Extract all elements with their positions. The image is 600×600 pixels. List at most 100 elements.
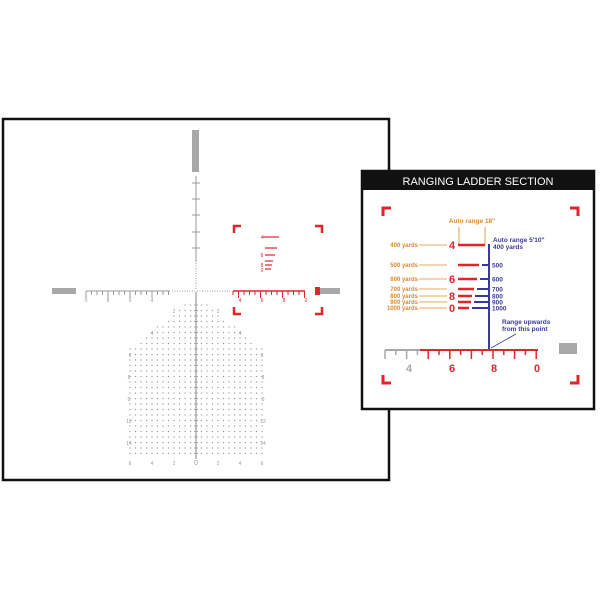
holdover-dot: [233, 342, 236, 345]
vertical-dot: [195, 270, 197, 272]
holdover-dot: [156, 397, 159, 400]
holdover-dot: [140, 381, 142, 383]
holdover-dot: [156, 342, 159, 345]
holdover-dot: [200, 337, 203, 339]
holdover-dot: [244, 370, 247, 372]
holdover-dot: [189, 392, 192, 394]
holdover-dot: [184, 359, 186, 361]
holdover-dot: [134, 359, 137, 361]
holdover-dot: [244, 337, 247, 339]
holdover-dot: [156, 370, 159, 372]
ladder-panel-title-bar: [362, 171, 594, 190]
ladder-corner-top-right: [570, 206, 580, 216]
blue-range-label: 800: [492, 294, 503, 301]
holdover-dot: [233, 381, 236, 383]
holdover-dot: [178, 392, 181, 394]
holdover-dot: [200, 408, 203, 411]
holdover-dot: [228, 348, 230, 350]
holdover-dot: [244, 403, 247, 405]
holdover-dot: [189, 331, 192, 334]
holdover-dot: [167, 441, 170, 444]
holdover-dot: [129, 353, 131, 356]
holdover-dot: [261, 425, 263, 427]
holdover-dot: [151, 430, 153, 433]
vertical-dot: [195, 283, 197, 284]
holdover-dot: [189, 430, 192, 433]
holdover-dot: [233, 408, 236, 411]
grid-bottom-label: 4: [151, 461, 154, 467]
holdover-dot: [206, 359, 208, 361]
holdover-dot: [189, 315, 192, 317]
holdover-dot: [217, 447, 219, 449]
holdover-dot: [178, 337, 181, 339]
holdover-dot: [189, 359, 192, 361]
holdover-dot: [167, 392, 170, 394]
holdover-dot: [129, 359, 131, 361]
holdover-dot: [211, 386, 214, 389]
holdover-dot: [200, 403, 203, 405]
holdover-dot: [239, 392, 241, 394]
holdover-dot: [129, 348, 131, 350]
holdover-dot: [217, 425, 219, 427]
holdover-dot: [134, 381, 137, 383]
holdover-dot: [151, 386, 153, 389]
holdover-dot: [167, 364, 170, 367]
holdover-dot: [173, 403, 175, 405]
holdover-dot: [211, 403, 214, 405]
holdover-dot: [217, 386, 219, 389]
holdover-dot: [255, 414, 258, 416]
holdover-dot: [145, 348, 148, 350]
holdover-dot: [178, 397, 181, 400]
holdover-dot: [211, 430, 214, 433]
holdover-dot: [261, 359, 263, 361]
holdover-dot: [173, 342, 175, 345]
holdover-dot: [140, 436, 142, 438]
holdover-dot: [156, 359, 159, 361]
holdover-dot: [167, 359, 170, 361]
horizontal-dot: [227, 290, 228, 292]
holdover-dot: [233, 392, 236, 394]
holdover-dot: [261, 364, 263, 367]
holdover-dot: [200, 342, 203, 345]
holdover-dot: [200, 414, 203, 416]
holdover-dot: [222, 430, 225, 433]
holdover-dot: [244, 381, 247, 383]
horizontal-dot: [214, 290, 216, 292]
holdover-dot: [162, 381, 164, 383]
holdover-dot: [217, 441, 219, 444]
holdover-dot: [217, 403, 219, 405]
holdover-dot: [134, 403, 137, 405]
holdover-dot: [184, 342, 186, 345]
holdover-dot: [162, 408, 164, 411]
holdover-dot: [233, 403, 236, 405]
grid-side-label-right: 0: [262, 397, 265, 403]
holdover-dot: [200, 436, 203, 438]
holdover-dot: [206, 392, 208, 394]
horizontal-dot: [199, 290, 201, 292]
vertical-dot: [195, 285, 197, 287]
grid-side-label-right: 6: [261, 353, 264, 359]
holdover-dot: [151, 353, 153, 356]
holdover-dot: [145, 359, 148, 361]
holdover-dot: [217, 436, 219, 438]
holdover-dot: [162, 403, 164, 405]
holdover-dot: [222, 370, 225, 372]
grid-bottom-label: 0: [194, 460, 198, 467]
holdover-dot: [189, 408, 192, 411]
holdover-dot: [145, 419, 148, 422]
left-scale-label: 6: [129, 298, 132, 304]
range-upwards-label-2: from this point: [502, 326, 548, 333]
holdover-dot: [200, 370, 203, 372]
holdover-dot: [189, 304, 192, 306]
holdover-dot: [255, 408, 258, 411]
holdover-dot: [134, 425, 137, 427]
holdover-dot: [233, 375, 236, 378]
holdover-dot: [217, 414, 219, 416]
holdover-dot: [167, 342, 170, 345]
holdover-dot: [162, 348, 164, 350]
holdover-dot: [261, 370, 263, 372]
holdover-dot: [211, 397, 214, 400]
holdover-dot: [228, 447, 230, 449]
holdover-dot: [206, 419, 208, 422]
holdover-dot: [233, 348, 236, 350]
